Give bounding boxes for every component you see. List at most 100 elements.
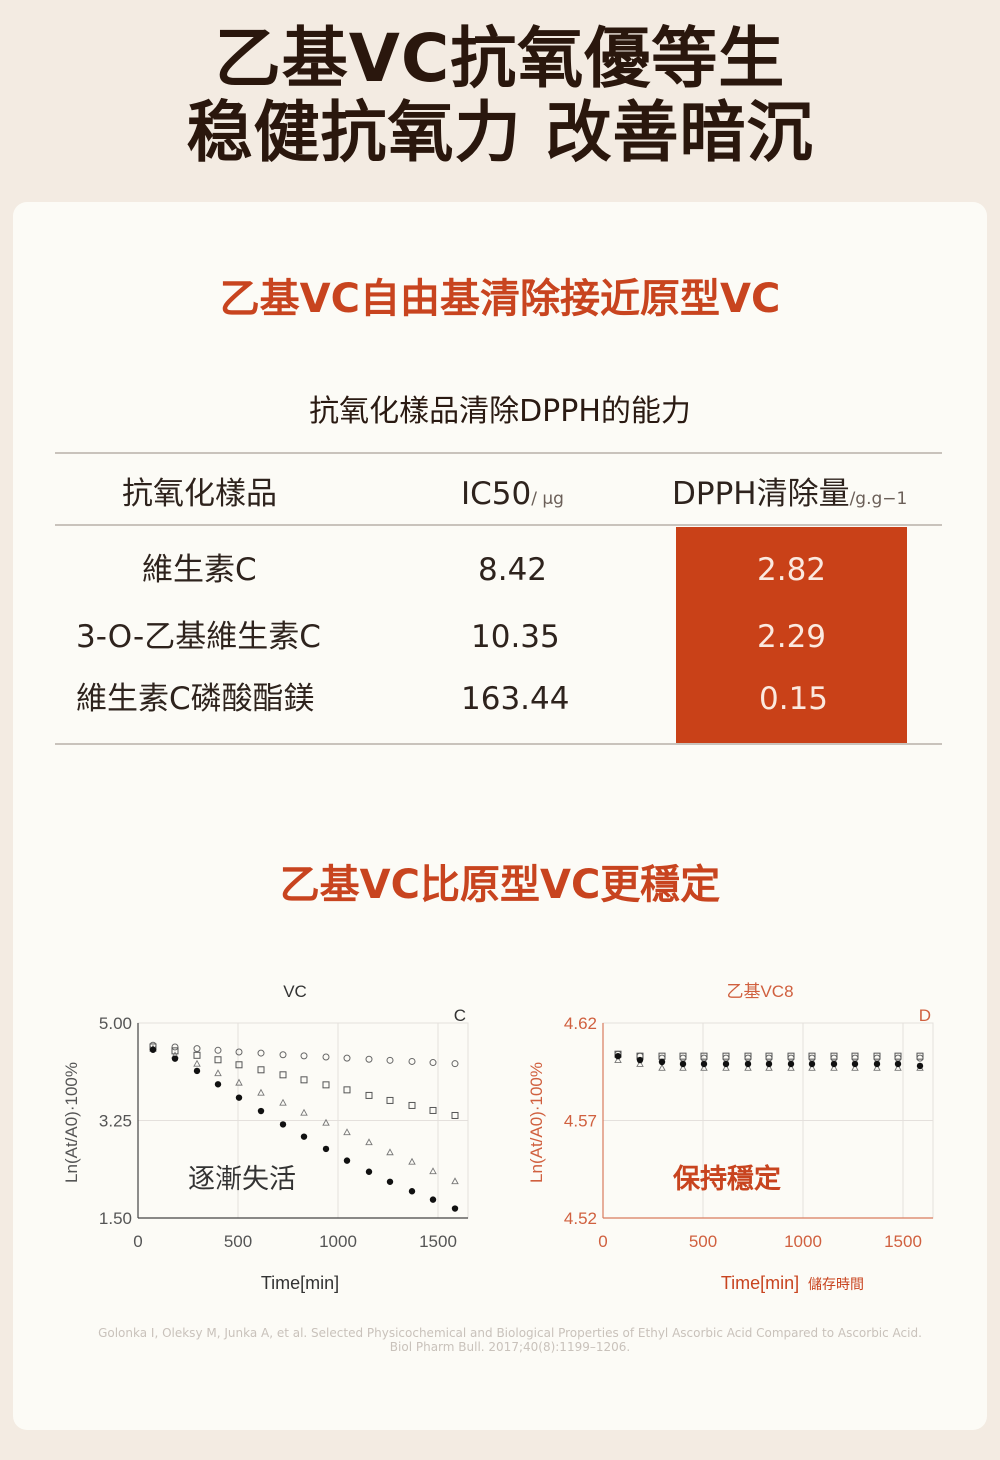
data-point-open-triangle: [765, 1063, 773, 1071]
data-point-open-circle: [429, 1059, 437, 1067]
data-point-filled-dot: [408, 1188, 416, 1195]
header-ic50-unit: / μg: [531, 489, 564, 509]
chart-ethyl-vc-stability: 4.62 4.57 4.520 500 1000 1500 乙基VC8 D Ln(At/A0)·…: [527, 982, 934, 1293]
data-point-open-square: [787, 1052, 795, 1060]
data-point-open-triangle: [257, 1088, 265, 1096]
data-point-open-square: [873, 1052, 881, 1060]
data-point-open-triangle: [614, 1056, 622, 1064]
x-tick-label: 1500: [419, 1232, 457, 1251]
data-point-filled-dot: [808, 1060, 816, 1068]
data-point-filled-dot: [214, 1081, 222, 1088]
data-point-filled-dot: [343, 1157, 351, 1164]
data-point-open-circle: [365, 1055, 373, 1063]
data-point-open-square: [916, 1052, 924, 1060]
data-point-open-triangle: [873, 1063, 881, 1071]
data-point-open-triangle: [193, 1059, 201, 1067]
data-point-filled-dot: [830, 1060, 838, 1068]
data-point-open-circle: [214, 1046, 222, 1054]
data-point-filled-dot: [787, 1060, 795, 1068]
source-line1: Golonka I, Oleksy M, Junka A, et al. Sel…: [98, 1326, 922, 1340]
data-point-open-triangle: [679, 1063, 687, 1071]
data-point-open-triangle: [722, 1063, 730, 1071]
data-point-open-square: [700, 1052, 708, 1060]
data-point-open-triangle: [322, 1118, 330, 1126]
data-point-open-circle: [451, 1060, 459, 1068]
table-row-sample: 3-O-乙基維生素C: [76, 619, 321, 655]
data-point-open-triangle: [787, 1063, 795, 1071]
y-tick-label: 5.00: [99, 1014, 132, 1033]
table-title: 抗氧化樣品清除DPPH的能力: [309, 394, 691, 429]
chart-annotation: 保持穩定: [672, 1163, 781, 1194]
data-point-open-triangle: [808, 1063, 816, 1071]
y-tick-label: 4.62: [564, 1014, 597, 1033]
table-row-dpph: 2.29: [757, 619, 827, 655]
header-dpph-label: DPPH清除量: [672, 476, 850, 512]
data-point-open-triangle: [658, 1063, 666, 1071]
data-point-open-square: [193, 1051, 201, 1059]
data-point-open-square: [851, 1052, 859, 1060]
section1-title: 乙基VC自由基清除接近原型VC: [219, 276, 781, 322]
header-sample: 抗氧化樣品: [122, 476, 277, 512]
data-point-open-square: [300, 1076, 308, 1084]
data-point-open-circle: [386, 1056, 394, 1064]
data-point-filled-dot: [679, 1060, 687, 1068]
x-axis-label: Time[min]: [721, 1273, 799, 1293]
data-point-filled-dot: [765, 1060, 773, 1068]
table-row-dpph: 2.82: [757, 552, 827, 588]
data-point-open-circle: [235, 1048, 243, 1056]
data-point-open-square: [386, 1096, 394, 1104]
data-point-filled-dot: [614, 1052, 622, 1060]
data-point-open-square: [257, 1066, 265, 1074]
chart-vc-stability: 5.00 3.25 1.500 500 1000 1500 VC C Ln(At/A0)·100…: [62, 982, 469, 1293]
header-dpph: DPPH清除量/g.g−1: [672, 474, 907, 519]
data-point-open-triangle: [451, 1177, 459, 1185]
data-point-open-triangle: [851, 1063, 859, 1071]
table-row-sample: 維生素C磷酸酯鎂: [76, 681, 315, 717]
data-point-open-triangle: [894, 1063, 902, 1071]
data-point-open-square: [722, 1052, 730, 1060]
y-axis-label: Ln(At/A0)·100%: [62, 1062, 81, 1183]
data-point-open-square: [322, 1081, 330, 1089]
data-point-open-triangle: [214, 1069, 222, 1077]
data-point-open-triangle: [300, 1108, 308, 1116]
chart-title: 乙基VC8: [726, 982, 793, 1001]
data-point-open-square: [679, 1052, 687, 1060]
data-point-filled-dot: [894, 1060, 902, 1068]
x-tick-label: 1000: [319, 1232, 357, 1251]
data-point-open-circle: [808, 1054, 816, 1062]
data-point-filled-dot: [235, 1094, 243, 1101]
x-tick-label: 1000: [784, 1232, 822, 1251]
data-point-open-circle: [257, 1049, 265, 1057]
data-point-open-circle: [851, 1054, 859, 1062]
table-row-ic50: 163.44: [461, 681, 570, 717]
y-tick-label: 1.50: [99, 1209, 132, 1228]
source-line2: Biol Pharm Bull. 2017;40(8):1199–1206.: [389, 1340, 631, 1354]
data-point-filled-dot: [193, 1067, 201, 1075]
data-point-open-circle: [408, 1057, 416, 1065]
data-point-filled-dot: [873, 1060, 881, 1068]
headline: 乙基VC抗氧優等生 稳健抗氧力 改善暗沉: [0, 22, 1000, 170]
data-point-open-circle: [300, 1052, 308, 1060]
data-point-open-circle: [279, 1051, 287, 1059]
data-point-open-circle: [722, 1054, 730, 1062]
data-point-open-circle: [171, 1043, 179, 1051]
data-point-open-triangle: [744, 1063, 752, 1071]
table-row-ic50: 10.35: [471, 619, 560, 655]
data-point-open-square: [365, 1091, 373, 1099]
data-point-open-circle: [744, 1054, 752, 1062]
chart-annotation: 逐漸失活: [188, 1164, 296, 1194]
x-axis-label: Time[min]: [261, 1273, 339, 1293]
data-point-open-circle: [765, 1054, 773, 1062]
chart-title: VC: [283, 982, 307, 1001]
data-point-open-circle: [830, 1054, 838, 1062]
data-point-open-triangle: [700, 1063, 708, 1071]
y-axis-label: Ln(At/A0)·100%: [527, 1062, 546, 1183]
data-point-open-circle: [894, 1054, 902, 1062]
data-point-open-square: [808, 1052, 816, 1060]
data-point-filled-dot: [300, 1133, 308, 1140]
data-point-open-square: [830, 1052, 838, 1060]
data-point-open-triangle: [365, 1138, 373, 1146]
data-point-open-square: [279, 1071, 287, 1079]
data-point-filled-dot: [916, 1062, 924, 1070]
header-ic50: IC50/ μg: [461, 474, 564, 519]
